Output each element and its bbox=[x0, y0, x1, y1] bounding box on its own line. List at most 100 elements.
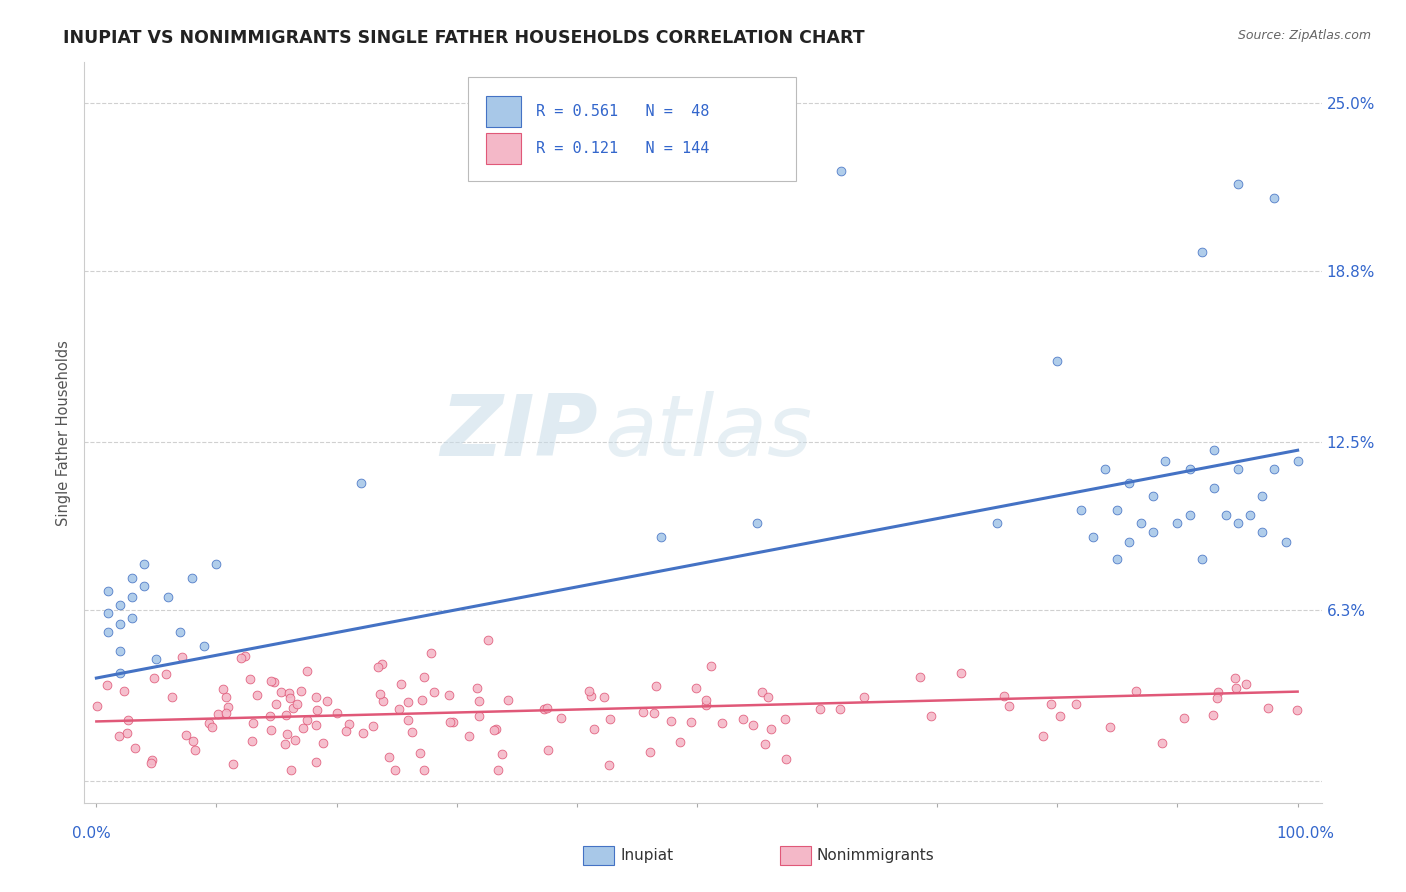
Text: ZIP: ZIP bbox=[440, 391, 598, 475]
Point bbox=[96, 678, 118, 692]
Bar bbox=[583, 846, 614, 865]
Y-axis label: Single Father Households: Single Father Households bbox=[56, 340, 72, 525]
Point bbox=[1263, 191, 1285, 205]
Point bbox=[745, 516, 768, 531]
Point bbox=[1257, 700, 1279, 714]
Point bbox=[239, 672, 262, 686]
Point bbox=[97, 624, 120, 639]
Point bbox=[423, 684, 446, 698]
Point bbox=[437, 688, 460, 702]
Text: 100.0%: 100.0% bbox=[1277, 827, 1334, 841]
Point bbox=[121, 571, 143, 585]
Point bbox=[598, 758, 620, 772]
Point bbox=[1166, 516, 1188, 531]
Point bbox=[1049, 709, 1071, 723]
Point bbox=[754, 737, 776, 751]
Point bbox=[280, 764, 302, 778]
Bar bbox=[486, 95, 522, 127]
Point bbox=[485, 722, 508, 736]
Point bbox=[491, 747, 513, 761]
Point bbox=[659, 714, 682, 729]
Point bbox=[1094, 462, 1116, 476]
Point bbox=[733, 713, 755, 727]
Point bbox=[1206, 691, 1229, 706]
Point bbox=[388, 702, 411, 716]
Point bbox=[184, 743, 207, 757]
Point bbox=[1154, 454, 1177, 468]
Point bbox=[373, 694, 395, 708]
Point bbox=[245, 689, 267, 703]
Point bbox=[259, 708, 281, 723]
Point bbox=[1226, 178, 1249, 192]
Point bbox=[467, 693, 489, 707]
Point bbox=[1107, 503, 1129, 517]
Bar bbox=[486, 133, 522, 164]
Point bbox=[408, 747, 430, 761]
Point bbox=[756, 690, 779, 705]
Point bbox=[1118, 535, 1140, 549]
Point bbox=[201, 720, 224, 734]
Point bbox=[853, 690, 876, 704]
Point bbox=[1178, 508, 1201, 523]
Text: Source: ZipAtlas.com: Source: ZipAtlas.com bbox=[1237, 29, 1371, 42]
Point bbox=[121, 590, 143, 604]
Point bbox=[278, 690, 301, 705]
Point bbox=[828, 702, 851, 716]
Point bbox=[371, 657, 394, 671]
Point bbox=[361, 719, 384, 733]
Point bbox=[193, 639, 215, 653]
Point bbox=[1039, 697, 1062, 711]
Point bbox=[1118, 475, 1140, 490]
Point bbox=[316, 694, 339, 708]
Point bbox=[124, 741, 146, 756]
Point bbox=[741, 718, 763, 732]
Point bbox=[681, 714, 703, 729]
Point bbox=[1202, 481, 1225, 495]
Point bbox=[482, 723, 505, 737]
Point bbox=[420, 646, 443, 660]
Text: Inupiat: Inupiat bbox=[620, 848, 673, 863]
Point bbox=[695, 693, 717, 707]
Point bbox=[284, 733, 307, 747]
Point bbox=[1263, 462, 1285, 476]
Point bbox=[240, 734, 263, 748]
Point bbox=[711, 716, 734, 731]
Point bbox=[644, 679, 666, 693]
Point bbox=[86, 699, 108, 714]
Point bbox=[305, 718, 328, 732]
Point bbox=[305, 690, 328, 705]
Point bbox=[290, 683, 312, 698]
Point bbox=[599, 712, 621, 726]
Point bbox=[181, 734, 204, 748]
Point bbox=[198, 716, 221, 731]
Point bbox=[97, 584, 120, 599]
Point bbox=[242, 715, 264, 730]
Point bbox=[110, 598, 132, 612]
Point bbox=[1098, 720, 1121, 734]
Point bbox=[477, 632, 499, 647]
Point bbox=[110, 665, 132, 680]
Point bbox=[496, 693, 519, 707]
Point bbox=[1032, 729, 1054, 743]
Point bbox=[1130, 516, 1153, 531]
Point bbox=[997, 698, 1019, 713]
Point bbox=[1202, 443, 1225, 458]
Point bbox=[411, 693, 433, 707]
Point bbox=[583, 722, 606, 736]
Point bbox=[326, 706, 349, 720]
Point bbox=[401, 724, 423, 739]
Point bbox=[378, 749, 401, 764]
Point bbox=[215, 690, 238, 705]
Point bbox=[775, 752, 797, 766]
Point bbox=[274, 737, 297, 751]
Point bbox=[270, 685, 292, 699]
Point bbox=[142, 671, 165, 685]
Point bbox=[211, 681, 233, 696]
Point bbox=[578, 684, 600, 698]
Point bbox=[291, 721, 314, 735]
Point bbox=[1206, 684, 1229, 698]
Point bbox=[368, 687, 391, 701]
Point bbox=[467, 681, 489, 695]
Point bbox=[533, 702, 555, 716]
Point bbox=[1250, 489, 1272, 503]
